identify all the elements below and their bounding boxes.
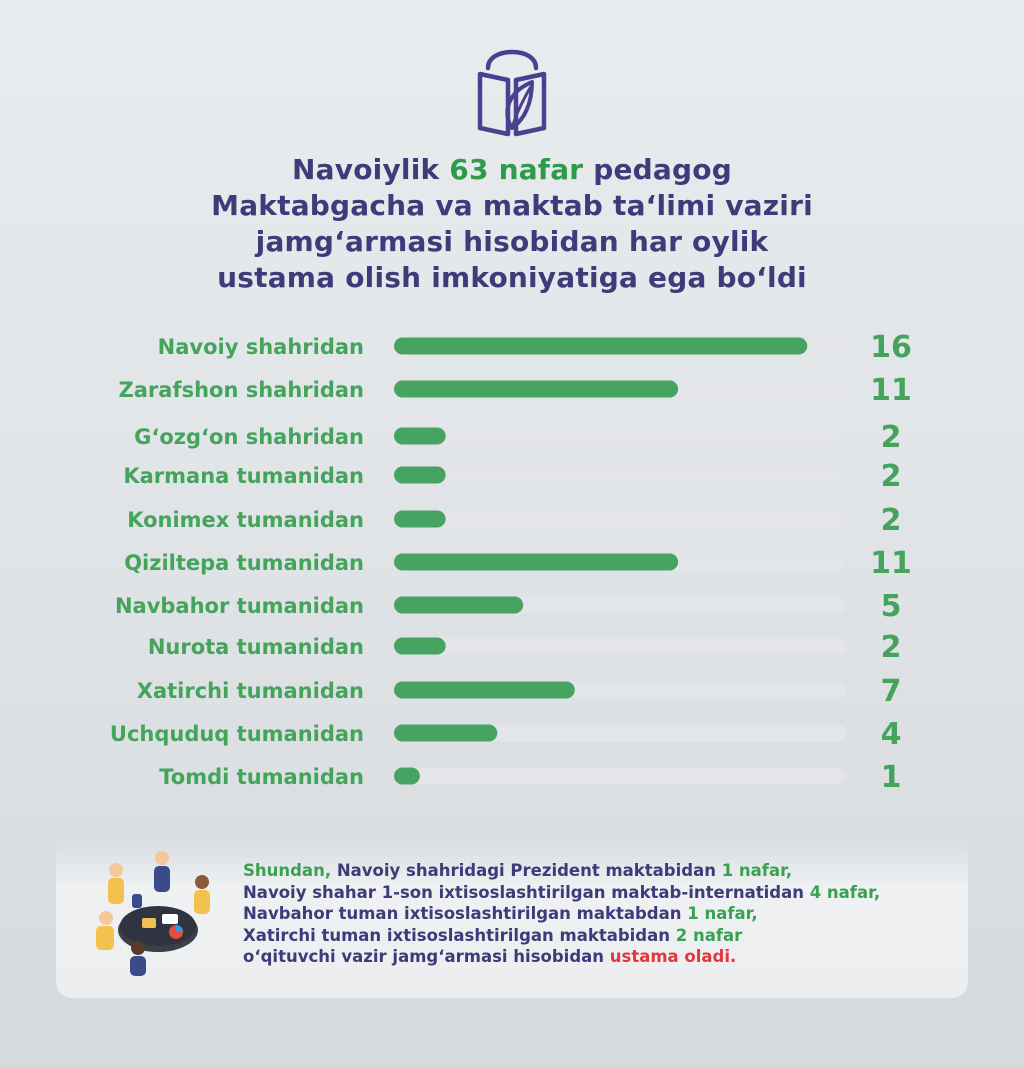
category-label: Nurota tumanidan [148,635,364,659]
category-label: Karmana tumanidan [123,464,364,488]
category-label: Uchquduq tumanidan [110,722,364,746]
value-label: 5 [881,589,902,624]
value-label: 1 [881,760,902,795]
bar-chart: Navoiy shahridan 16 Zarafshon shahridan 11 G… [110,330,912,795]
page-title: Navoiylik 63 nafar pedagog Maktabgacha v… [211,153,813,294]
note-panel [56,840,968,998]
category-label: Konimex tumanidan [127,508,364,532]
bar [394,510,446,528]
bar [394,380,679,398]
bar-track [394,510,846,528]
meeting-people-icon [96,851,210,976]
bar [394,466,446,484]
value-label: 2 [881,503,902,538]
category-label: Xatirchi tumanidan [137,679,364,703]
note-text: Shundan, Navoiy shahridagi Prezident mak… [243,861,881,967]
value-label: 2 [881,459,902,494]
value-label: 4 [881,717,902,752]
bar [394,724,498,742]
bar [394,637,446,655]
category-label: G‘ozg‘on shahridan [134,425,364,449]
value-label: 11 [870,546,912,581]
bar-track [394,724,846,742]
bar [394,596,524,614]
category-label: Navoiy shahridan [158,335,364,359]
bar [394,767,420,785]
bar [394,681,575,699]
bar [394,427,446,445]
category-label: Navbahor tumanidan [115,594,364,618]
bar [394,553,679,571]
category-label: Qiziltepa tumanidan [124,551,364,575]
bar-track [394,427,846,445]
value-label: 11 [870,373,912,408]
bar-track [394,767,846,785]
category-label: Tomdi tumanidan [159,765,364,789]
bar [394,337,808,355]
value-label: 2 [881,420,902,455]
category-label: Zarafshon shahridan [119,378,364,402]
bar-track [394,466,846,484]
value-label: 16 [870,330,912,365]
book-leaf-icon [477,49,547,137]
bar-track [394,637,846,655]
value-label: 2 [881,630,902,665]
value-label: 7 [881,674,902,709]
title-highlight-count: 63 nafar [449,153,584,186]
